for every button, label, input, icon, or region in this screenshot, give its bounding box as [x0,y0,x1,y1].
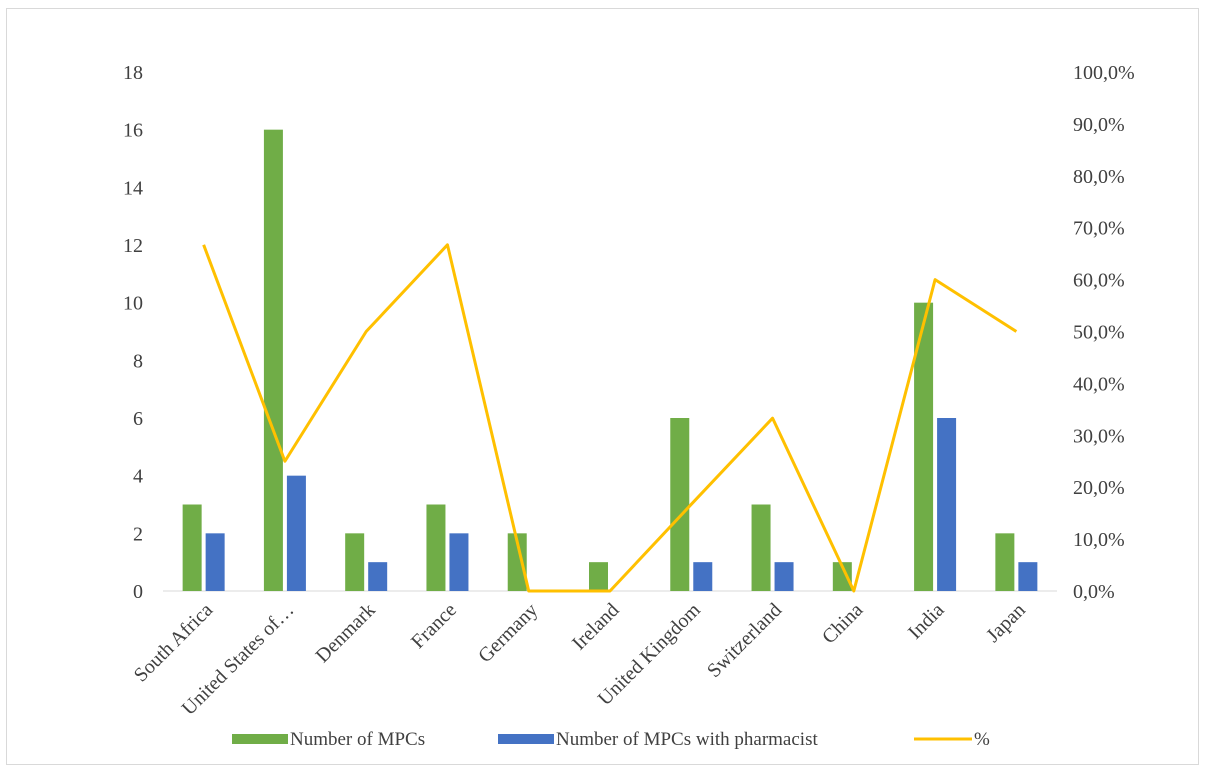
y2-tick-label: 70,0% [1073,218,1125,240]
y-tick-label: 4 [133,466,143,488]
chart-legend: Number of MPCs Number of MPCs with pharma… [232,729,990,750]
bar-mpcs [263,129,283,591]
bar-mpcs-with-pharmacist [449,533,469,591]
bar-mpcs-with-pharmacist [937,418,957,591]
bar-mpcs [507,533,527,591]
y2-tick-label: 40,0% [1073,373,1125,395]
y2-tick-label: 10,0% [1073,529,1125,551]
x-category-label: India [904,599,949,644]
y2-tick-label: 0,0% [1073,581,1115,603]
y-tick-label: 18 [123,62,143,84]
x-category-label: Japan [982,599,1030,647]
legend-label-percent: % [974,729,990,750]
bar-mpcs [426,504,446,591]
bar-mpcs [345,533,365,591]
bar-mpcs-with-pharmacist [774,562,794,591]
y2-tick-label: 30,0% [1073,425,1125,447]
line-percent [202,243,1018,593]
bar-mpcs [670,418,690,591]
legend-label-mpcs-with-pharmacist: Number of MPCs with pharmacist [556,729,818,750]
bar-mpcs-with-pharmacist [368,562,388,591]
y-tick-label: 16 [123,120,143,142]
bar-mpcs [589,562,608,591]
y-tick-label: 0 [133,581,143,603]
x-category-label: Germany [474,599,542,667]
chart-frame [6,8,1199,765]
bar-mpcs-with-pharmacist [205,533,225,591]
y-tick-label: 2 [133,523,143,545]
bar-mpcs-with-pharmacist [1018,562,1038,591]
y2-tick-label: 100,0% [1073,62,1135,84]
x-category-label: France [407,599,461,653]
legend-swatch-mpcs [232,734,288,744]
x-category-label: South Africa [130,599,218,687]
y-tick-label: 12 [123,235,143,257]
x-category-label: Ireland [568,599,624,655]
bar-mpcs-with-pharmacist [286,475,306,591]
x-category-label: Switzerland [703,599,786,682]
bar-mpcs [832,562,852,591]
bar-mpcs [995,533,1015,591]
y-tick-label: 6 [133,408,143,430]
y2-tick-label: 80,0% [1073,166,1125,188]
x-category-label: Denmark [312,599,380,667]
y-tick-label: 8 [133,350,143,372]
legend-label-mpcs: Number of MPCs [290,729,425,750]
y2-tick-label: 90,0% [1073,114,1125,136]
bar-mpcs-with-pharmacist [693,562,713,591]
legend-swatch-mpcs-with-pharmacist [498,734,554,744]
bar-mpcs [751,504,771,591]
y2-tick-label: 20,0% [1073,477,1125,499]
y-tick-label: 14 [123,177,143,199]
y-tick-label: 10 [123,293,143,315]
x-category-label: China [818,599,867,648]
y2-tick-label: 60,0% [1073,270,1125,292]
bar-mpcs [182,504,202,591]
bar-mpcs [914,302,934,591]
chart-bars [182,129,1038,591]
chart-lines [202,243,1018,593]
y2-tick-label: 50,0% [1073,322,1125,344]
